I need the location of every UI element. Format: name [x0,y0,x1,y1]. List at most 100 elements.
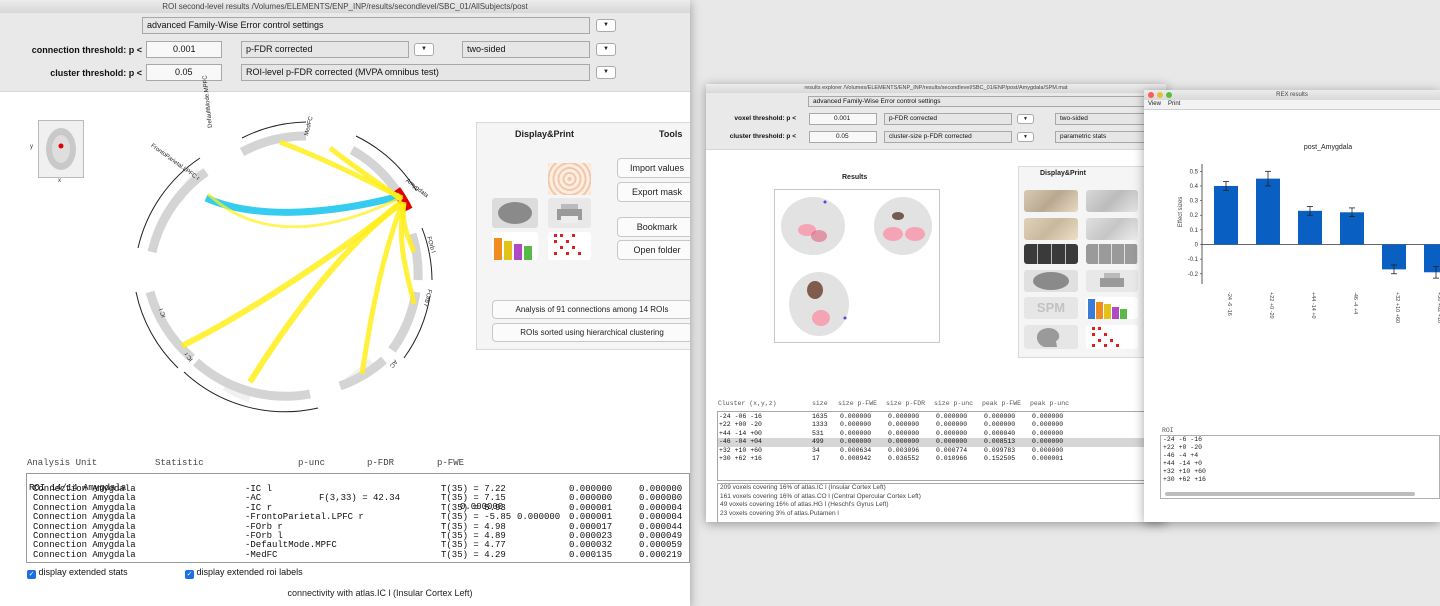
print-thumbnail[interactable] [1086,270,1138,292]
stats-row-roi[interactable]: ROI 14/14 Amygdala F(3,33) = 42.34 0.000… [27,475,689,531]
close-button[interactable] [1148,92,1154,98]
surface-thumbnail-3[interactable] [1024,218,1078,240]
connection-threshold-input[interactable]: 0.001 [146,41,222,58]
chevron-down-icon[interactable]: ▼ [1017,132,1034,142]
cell-punc: 0.000001 [1032,455,1064,462]
chevron-down-icon[interactable]: ▼ [414,43,434,56]
chevron-down-icon[interactable]: ▼ [596,43,616,56]
cluster-row[interactable]: +32 +10 +60 34 0.000634 0.003096 0.000774 0.0… [718,447,1165,455]
cluster-row[interactable]: +30 +62 +16 17 0.008942 0.036552 0.010966 0.1… [718,455,1165,463]
cell-punc: 0.000017 [569,521,613,532]
list-item[interactable]: +22 +0 -20 [1163,444,1203,451]
head-profile-thumbnail[interactable] [1024,325,1078,349]
cluster-row[interactable]: -46 -04 +04 499 0.000000 0.000000 0.000000 0.… [718,438,1165,447]
cluster-correction-dropdown[interactable]: ROI-level p-FDR corrected (MVPA omnibus … [241,64,590,81]
bar-plot-thumbnail[interactable] [1086,297,1138,319]
voxel-info-line[interactable]: 23 voxels covering 3% of atlas.Putamen l [720,509,839,517]
slices-thumbnail[interactable] [1024,244,1078,264]
minimize-button[interactable] [1157,92,1163,98]
chevron-down-icon[interactable]: ▼ [596,66,616,79]
connectome-ring[interactable] [100,92,470,452]
cell-sfdr: 0.000000 [888,413,920,420]
voxel-info-line[interactable]: 161 voxels covering 16% of atlas.CO l (C… [720,492,921,500]
cell-pfwe: 0.008513 [984,438,1016,446]
cluster-row[interactable]: -24 -06 -16 1635 0.000000 0.000000 0.000000 0… [718,413,1165,421]
cell-punc: 0.000000 [1032,413,1064,420]
bookmark-button[interactable]: Bookmark [617,217,690,237]
open-folder-button[interactable]: Open folder [617,240,690,260]
cell-coord: -46 -04 +04 [719,438,762,446]
connection-correction-dropdown[interactable]: p-FDR corrected [241,41,409,58]
brain-location-thumbnail[interactable] [38,120,84,178]
cell-punc: 0.000032 [569,540,613,551]
menu-print[interactable]: Print [1168,101,1181,107]
brain-surface-thumbnail[interactable] [492,198,538,228]
col-header-p-unc: p-unc [298,458,326,468]
fwe-settings-dropdown[interactable]: advanced Family-Wise Error control setti… [142,17,590,34]
chevron-down-icon[interactable]: ▼ [596,19,616,32]
surface-thumbnail-1[interactable] [1024,190,1078,212]
cluster-correction-dropdown[interactable]: cluster-size p-FDR corrected [884,131,1012,143]
cell-punc: 0.000001 [569,502,613,513]
stats-list[interactable]: ROI 14/14 Amygdala F(3,33) = 42.34 0.000… [26,473,690,563]
scrollbar[interactable] [1165,492,1415,496]
bar-plot-thumbnail[interactable] [492,232,538,260]
list-item[interactable]: -24 -6 -16 [1163,436,1203,443]
cluster-list[interactable]: -24 -06 -16 1635 0.000000 0.000000 0.000000 0… [717,411,1166,481]
list-item[interactable]: +44 -14 +0 [1163,460,1203,467]
cell-target: -MedFC [245,549,278,560]
chevron-down-icon[interactable]: ▼ [1017,114,1034,124]
spm-logo-text: SPM [1036,300,1066,315]
import-values-button[interactable]: Import values [617,158,690,178]
analysis-connections-button[interactable]: Analysis of 91 connections among 14 ROIs [492,300,690,319]
x-tick-label: +44 -14 +0 [1310,292,1316,319]
glass-brain-thumbnail[interactable] [1024,270,1078,292]
cell-punc: 0.000000 [569,493,613,504]
matrix-thumbnail[interactable] [548,232,591,260]
voxel-info-line[interactable]: 49 voxels covering 16% of atlas.HG l (He… [720,501,889,509]
cluster-threshold-input[interactable]: 0.05 [146,64,222,81]
col-size-p-fwe: size p-FWE [838,400,878,407]
roi-results-titlebar[interactable]: ROI second-level results /Volumes/ELEMEN… [0,0,690,14]
export-mask-button[interactable]: Export mask [617,182,690,202]
cell-unit: Connection Amygdala [33,540,136,551]
cluster-threshold-input[interactable]: 0.05 [809,131,877,143]
cell-target: -FOrb r [245,521,283,532]
voxel-info-list[interactable]: 209 voxels covering 16% of atlas.IC l (I… [717,483,1166,522]
list-item[interactable]: +32 +10 +60 [1163,468,1206,475]
list-item[interactable]: +30 +62 +16 [1163,476,1206,483]
extended-stats-checkbox[interactable]: ✓ display extended stats [27,567,128,579]
bar [1256,178,1280,245]
brain-results-view[interactable] [774,189,940,343]
matrix-thumbnail[interactable] [1086,325,1138,349]
print-thumbnail[interactable] [548,198,591,228]
slices-thumbnail-2[interactable] [1086,244,1138,264]
voxel-correction-dropdown[interactable]: p-FDR corrected [884,113,1012,125]
spm-thumbnail[interactable]: SPM [1024,297,1078,319]
cell-pfdr: 0.000219 [639,549,683,560]
cell-unit: Connection Amygdala [33,484,136,494]
cluster-row[interactable]: +22 +00 -20 1333 0.000000 0.000000 0.000000 0… [718,421,1165,429]
glass-brain-thumbnail[interactable] [548,163,591,195]
fwe-settings-dropdown[interactable]: advanced Family-Wise Error control setti… [808,96,1166,107]
cluster-row[interactable]: +44 -14 +00 531 0.000000 0.000000 0.000000 0.… [718,430,1165,438]
col-cluster: Cluster (x,y,z) [718,400,777,407]
extended-roi-labels-checkbox[interactable]: ✓ display extended roi labels [185,567,303,579]
roi-p-unc: 0.000000 [460,502,504,513]
cell-stat: T(35) = 7.15 [441,493,506,504]
connection-sided-dropdown[interactable]: two-sided [462,41,590,58]
surface-thumbnail-4[interactable] [1086,218,1138,240]
voxel-threshold-input[interactable]: 0.001 [809,113,877,125]
zoom-button[interactable] [1166,92,1172,98]
col-header-p-fdr: p-FDR [367,458,395,468]
y-tick-label: 0.1 [1190,228,1199,234]
roi-list[interactable]: -24 -6 -16 +22 +0 -20 -46 -4 +4 +44 -14 … [1160,435,1440,499]
roi-sorting-button[interactable]: ROIs sorted using hierarchical clusterin… [492,323,690,342]
bar [1340,212,1364,245]
voxel-info-line[interactable]: 209 voxels covering 16% of atlas.IC l (I… [720,484,886,491]
menu-view[interactable]: View [1148,101,1161,107]
surface-thumbnail-2[interactable] [1086,190,1138,212]
list-item[interactable]: -46 -4 +4 [1163,452,1199,459]
roi-results-window: ROI second-level results /Volumes/ELEMEN… [0,0,690,606]
effect-size-chart[interactable]: post_Amygdala Effect sizes 0.5 0.4 0.3 0.2 0… [1144,134,1440,364]
